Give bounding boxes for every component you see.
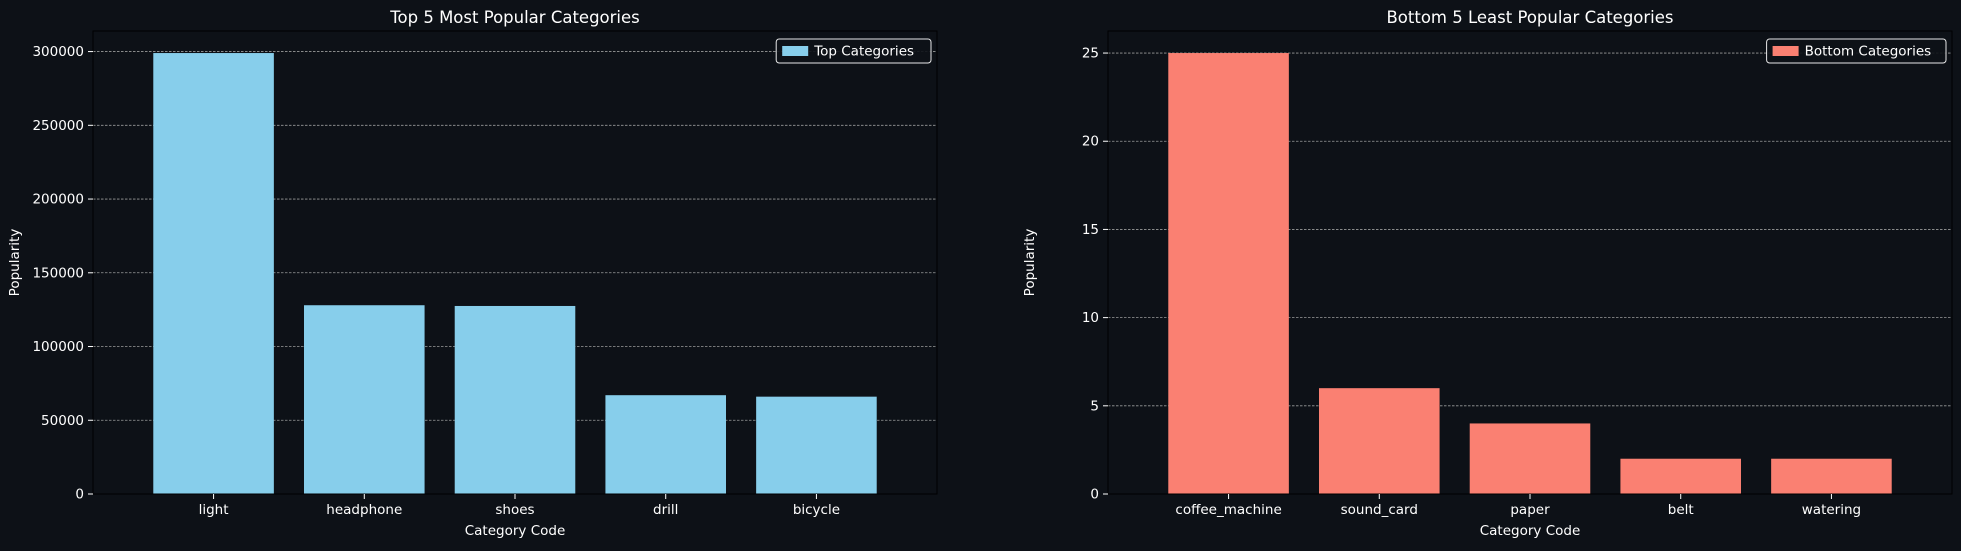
top-bar-bicycle	[756, 396, 877, 494]
bottom-ytick-label: 5	[1090, 398, 1099, 414]
bottom-bar-coffee-machine	[1168, 53, 1289, 495]
top-xtick-label: shoes	[495, 502, 534, 518]
top-bar-headphone	[304, 305, 425, 494]
bottom-bar-paper	[1469, 423, 1591, 494]
top-x-axis-label: Category Code	[465, 523, 566, 539]
top-xtick-label: light	[199, 502, 229, 518]
top-xtick-label: headphone	[326, 502, 402, 518]
bottom-legend-label: Bottom Categories	[1805, 44, 1932, 60]
bottom-bar-belt	[1620, 458, 1741, 494]
top-chart-title: Top 5 Most Popular Categories	[389, 8, 640, 27]
top-y-axis-label: Popularity	[7, 229, 23, 297]
bottom-ytick-label: 0	[1090, 487, 1099, 503]
bottom-xtick-label: sound_card	[1341, 502, 1418, 518]
bottom-xtick-label: coffee_machine	[1175, 502, 1281, 518]
bottom-x-axis-label: Category Code	[1480, 523, 1581, 539]
top-bar-drill	[605, 395, 726, 494]
top-xtick-label: bicycle	[793, 502, 840, 518]
top-bar-light	[153, 53, 274, 495]
chart-top-categories: 0 50000 100000 150000 200000 250000 300000 ligh…	[7, 8, 938, 539]
bottom-bar-sound-card	[1319, 388, 1440, 494]
top-ytick-label: 150000	[32, 265, 84, 281]
chart-bottom-categories: 0 5 10 15 20 25 coffee_machine sound_card paper b…	[1022, 8, 1953, 539]
bottom-bar-watering	[1771, 458, 1892, 494]
top-legend: Top Categories	[775, 38, 932, 64]
top-ytick-label: 200000	[32, 192, 84, 208]
top-ytick-label: 250000	[32, 118, 84, 134]
top-bar-shoes	[454, 305, 576, 494]
top-legend-label: Top Categories	[813, 44, 914, 60]
bottom-ytick-label: 25	[1082, 46, 1099, 62]
bottom-legend-box	[1766, 38, 1947, 64]
bottom-xtick-label: watering	[1802, 502, 1861, 518]
bottom-legend: Bottom Categories	[1766, 38, 1947, 64]
bottom-ytick-label: 15	[1082, 222, 1099, 238]
bottom-xtick-label: paper	[1510, 502, 1550, 518]
top-ytick-label: 100000	[32, 339, 84, 355]
top-ytick-label: 0	[75, 487, 84, 503]
top-legend-swatch	[782, 46, 809, 56]
bottom-chart-title: Bottom 5 Least Popular Categories	[1386, 8, 1673, 27]
top-ytick-label: 300000	[32, 44, 84, 60]
bottom-ytick-label: 10	[1082, 310, 1099, 326]
bottom-xtick-label: belt	[1668, 502, 1694, 518]
top-ytick-label: 50000	[41, 413, 84, 429]
top-xtick-label: drill	[653, 502, 678, 518]
bottom-legend-swatch	[1772, 46, 1799, 56]
bottom-y-axis-label: Popularity	[1022, 229, 1038, 297]
bottom-ytick-label: 20	[1082, 134, 1099, 150]
top-legend-box	[775, 38, 932, 64]
